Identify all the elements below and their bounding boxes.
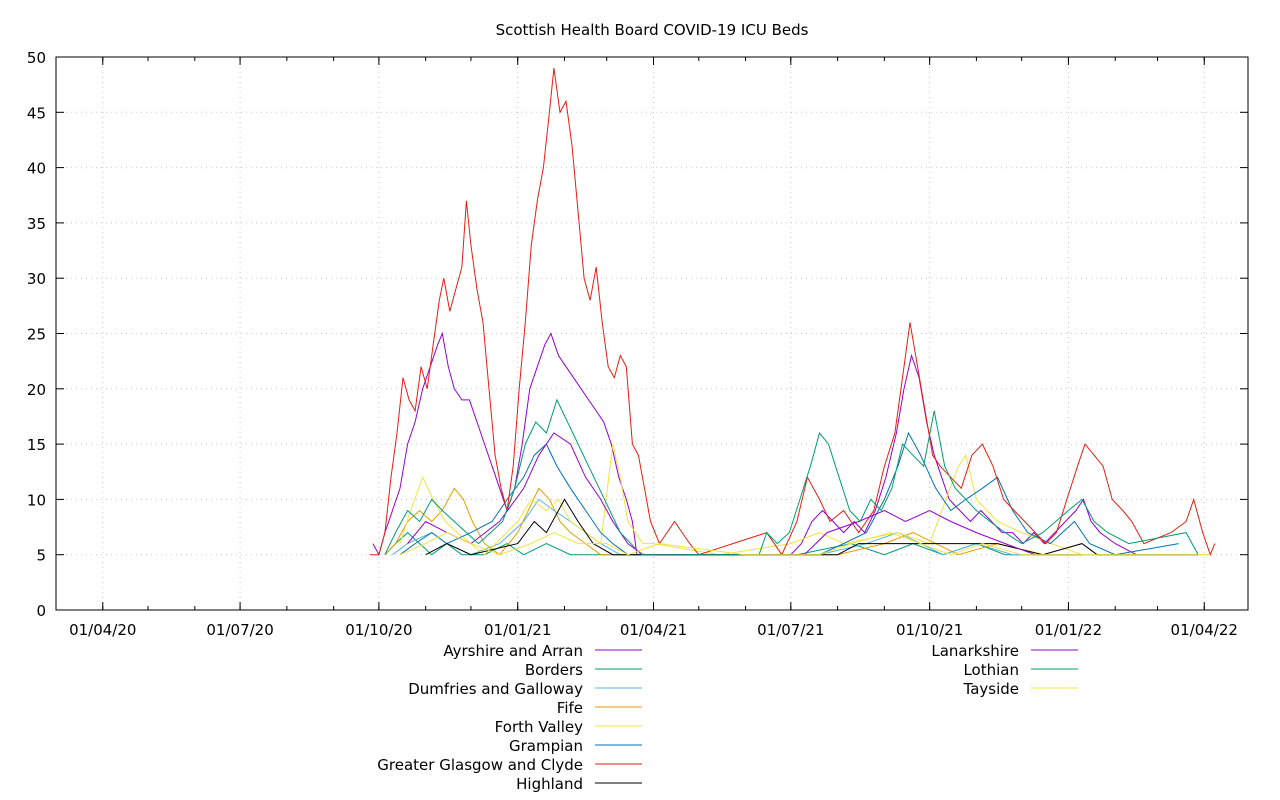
y-tick-label: 10 — [27, 491, 46, 509]
legend-label: Grampian — [509, 737, 583, 755]
x-tick-label: 01/07/21 — [757, 621, 824, 639]
legend-label: Dumfries and Galloway — [408, 680, 583, 698]
legend-label: Greater Glasgow and Clyde — [377, 756, 583, 774]
legend-label: Ayrshire and Arran — [443, 642, 583, 660]
x-tick-label: 01/04/22 — [1171, 621, 1238, 639]
series-line-7 — [425, 498, 1199, 556]
x-tick-label: 01/01/22 — [1035, 621, 1102, 639]
legend-label: Tayside — [963, 680, 1019, 698]
y-tick-label: 20 — [27, 381, 46, 399]
legend-label: Lanarkshire — [931, 642, 1019, 660]
series-line-4 — [399, 443, 1211, 556]
chart-title: Scottish Health Board COVID-19 ICU Beds — [496, 21, 809, 39]
y-tick-label: 5 — [36, 547, 46, 565]
x-tick-label: 01/04/20 — [69, 621, 136, 639]
x-tick-label: 01/07/20 — [206, 621, 273, 639]
x-tick-label: 01/10/21 — [896, 621, 963, 639]
y-tick-label: 15 — [27, 436, 46, 454]
y-tick-label: 50 — [27, 49, 46, 67]
series-line-2 — [392, 498, 1069, 556]
series-line-8 — [407, 432, 1082, 556]
legend-label: Lothian — [963, 661, 1019, 679]
series-line-5 — [399, 431, 1179, 556]
grid-lines — [56, 57, 1248, 610]
x-tick-label: 01/04/21 — [620, 621, 687, 639]
series-lines — [369, 68, 1216, 557]
y-tick-label: 0 — [36, 602, 46, 620]
series-line-9 — [384, 398, 1199, 556]
y-tick-label: 25 — [27, 326, 46, 344]
y-tick-label: 30 — [27, 270, 46, 288]
series-line-0 — [372, 331, 1137, 557]
y-tick-label: 40 — [27, 160, 46, 178]
series-line-10 — [399, 532, 1211, 556]
y-tick-label: 45 — [27, 104, 46, 122]
x-tick-label: 01/01/21 — [484, 621, 551, 639]
series-line-3 — [384, 487, 1043, 556]
legend-label: Forth Valley — [495, 718, 583, 736]
legend-label: Borders — [525, 661, 583, 679]
y-tick-label: 35 — [27, 215, 46, 233]
series-line-6 — [369, 68, 1216, 557]
x-tick-label: 01/10/20 — [345, 621, 412, 639]
axis-ticks: 0 5 10 15 20 25 30 35 40 45 50 01/04/20 01/07/20 01/1… — [27, 49, 1248, 639]
legend-label: Fife — [557, 699, 583, 717]
legend-label: Highland — [516, 775, 583, 793]
